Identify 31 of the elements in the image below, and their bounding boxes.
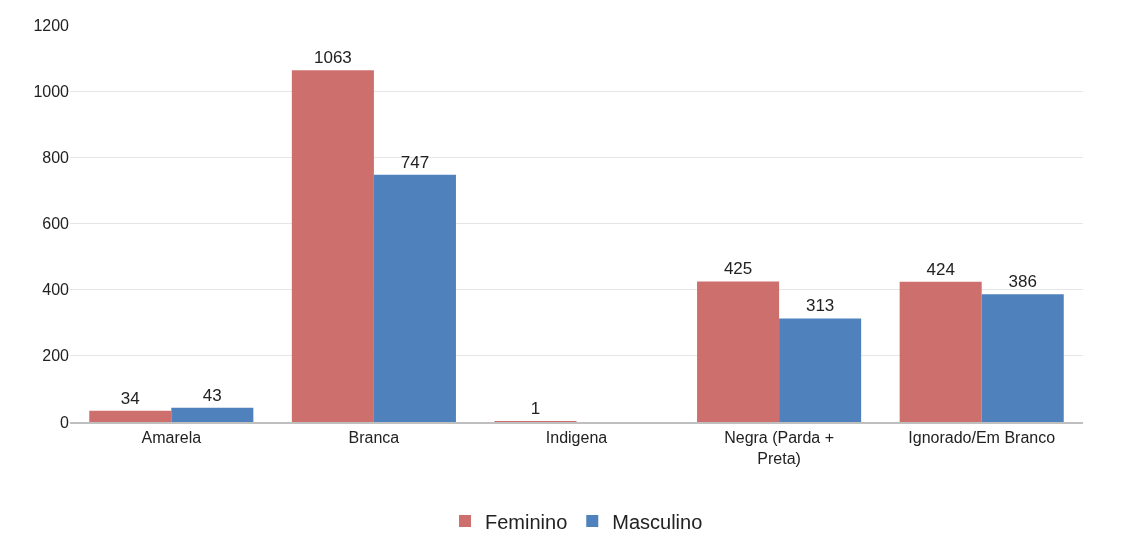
data-label: 1 — [530, 399, 541, 418]
data-label: 747 — [400, 152, 430, 172]
bar — [697, 281, 780, 422]
bar — [981, 294, 1064, 422]
y-tick-label: 600 — [42, 215, 70, 233]
data-label: 34 — [120, 388, 140, 408]
legend-label: Masculino — [612, 510, 703, 533]
data-label: 1063 — [313, 48, 352, 68]
y-tick-label: 200 — [42, 347, 70, 365]
data-label: 313 — [805, 296, 835, 316]
bar — [779, 318, 862, 422]
x-tick-label: Negra (Parda + Preta) — [724, 429, 835, 467]
data-label: 43 — [202, 385, 222, 405]
x-tick-label: Amarela — [141, 429, 202, 447]
bar — [171, 407, 254, 422]
x-tick-label: Branca — [348, 429, 400, 447]
bar — [373, 174, 456, 422]
bar — [291, 70, 374, 422]
y-tick-label: 1200 — [33, 16, 70, 34]
y-tick-label: 0 — [60, 413, 70, 431]
data-label: 425 — [723, 259, 753, 279]
data-label: 386 — [1008, 272, 1037, 292]
y-tick-label: 1000 — [33, 82, 70, 100]
legend-label: Feminino — [485, 510, 568, 533]
x-tick-label: Ignorado/Em Branco — [908, 429, 1056, 447]
bar — [89, 410, 172, 422]
y-tick-label: 800 — [42, 148, 70, 166]
y-tick-label: 400 — [42, 281, 70, 299]
x-tick-label: Indigena — [545, 429, 608, 447]
data-label: 424 — [926, 259, 955, 279]
bar — [899, 281, 982, 422]
